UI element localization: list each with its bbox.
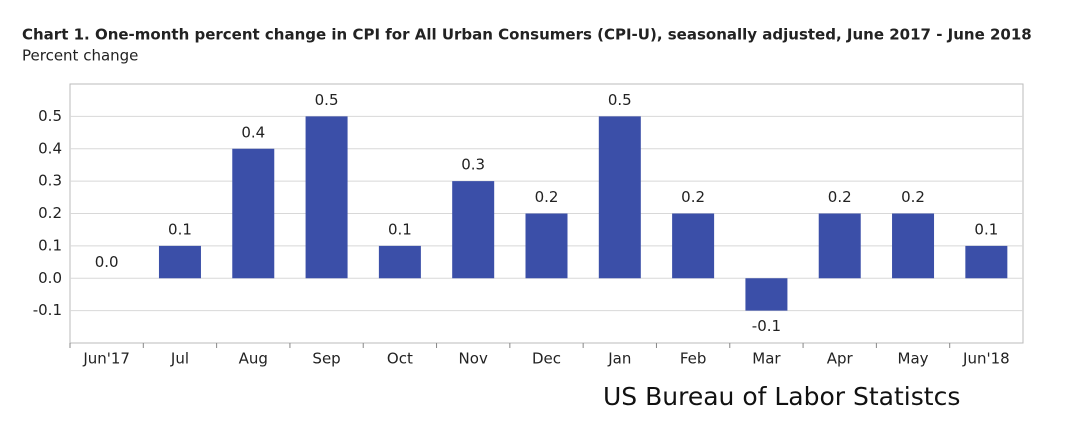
value-label: 0.2 [901,188,925,206]
x-tick-label: Feb [680,350,707,368]
value-label: 0.3 [461,156,485,174]
value-label: 0.0 [95,253,119,271]
source: US Bureau of Labor Statistcs [603,382,960,411]
bar [672,213,715,279]
value-label: 0.1 [168,220,192,238]
value-label: 0.4 [241,123,265,141]
value-label: 0.1 [974,220,998,238]
y-tick-label: 0.4 [38,139,62,157]
x-tick-label: Nov [459,350,488,368]
x-tick-label: May [898,350,929,368]
bar [305,116,348,279]
bar [745,278,788,311]
x-tick-label: Oct [387,350,413,368]
x-tick-label: Apr [827,350,854,368]
bar [818,213,861,279]
x-tick-label: Dec [532,350,561,368]
x-tick-label: Aug [239,350,268,368]
y-tick-label: 0.0 [38,269,62,287]
y-tick-label: -0.1 [33,301,62,319]
bar [452,181,495,279]
value-label: 0.2 [828,188,852,206]
value-label: 0.1 [388,220,412,238]
value-label: 0.2 [535,188,559,206]
x-tick-label: Jun'18 [962,350,1010,368]
y-tick-label: 0.5 [38,107,62,125]
x-tick-label: Sep [312,350,340,368]
value-label: 0.5 [608,91,632,109]
bar [892,213,935,279]
chart-subtitle: Percent change [22,47,138,65]
chart-title: Chart 1. One-month percent change in CPI… [22,26,1032,44]
value-label: 0.5 [315,91,339,109]
value-label: -0.1 [752,317,781,335]
y-tick-label: 0.2 [38,204,62,222]
x-tick-label: Mar [752,350,781,368]
bar [158,245,201,279]
x-tick-label: Jul [170,350,189,368]
bar [525,213,568,279]
bar [232,148,275,279]
x-tick-label: Jun'17 [82,350,130,368]
y-tick-label: 0.3 [38,172,62,190]
value-label: 0.2 [681,188,705,206]
y-tick-label: 0.1 [38,236,62,254]
bar [378,245,421,279]
bar [965,245,1008,279]
bar [598,116,641,279]
x-tick-label: Jan [607,350,631,368]
